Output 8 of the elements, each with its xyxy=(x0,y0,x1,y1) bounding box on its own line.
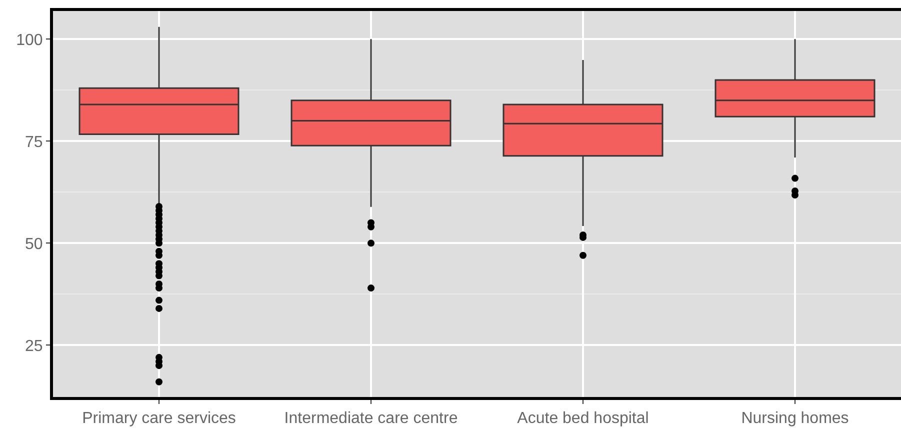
y-tick-label: 25 xyxy=(25,338,43,355)
x-tick-label: Primary care services xyxy=(82,410,236,428)
y-tick-label: 75 xyxy=(25,134,43,151)
y-tick-label: 100 xyxy=(16,32,43,49)
y-tick-label: 50 xyxy=(25,236,43,253)
x-tick-label: Acute bed hospital xyxy=(517,410,649,428)
x-tick-label: Intermediate care centre xyxy=(284,410,458,428)
x-tick-label: Nursing homes xyxy=(741,410,849,428)
